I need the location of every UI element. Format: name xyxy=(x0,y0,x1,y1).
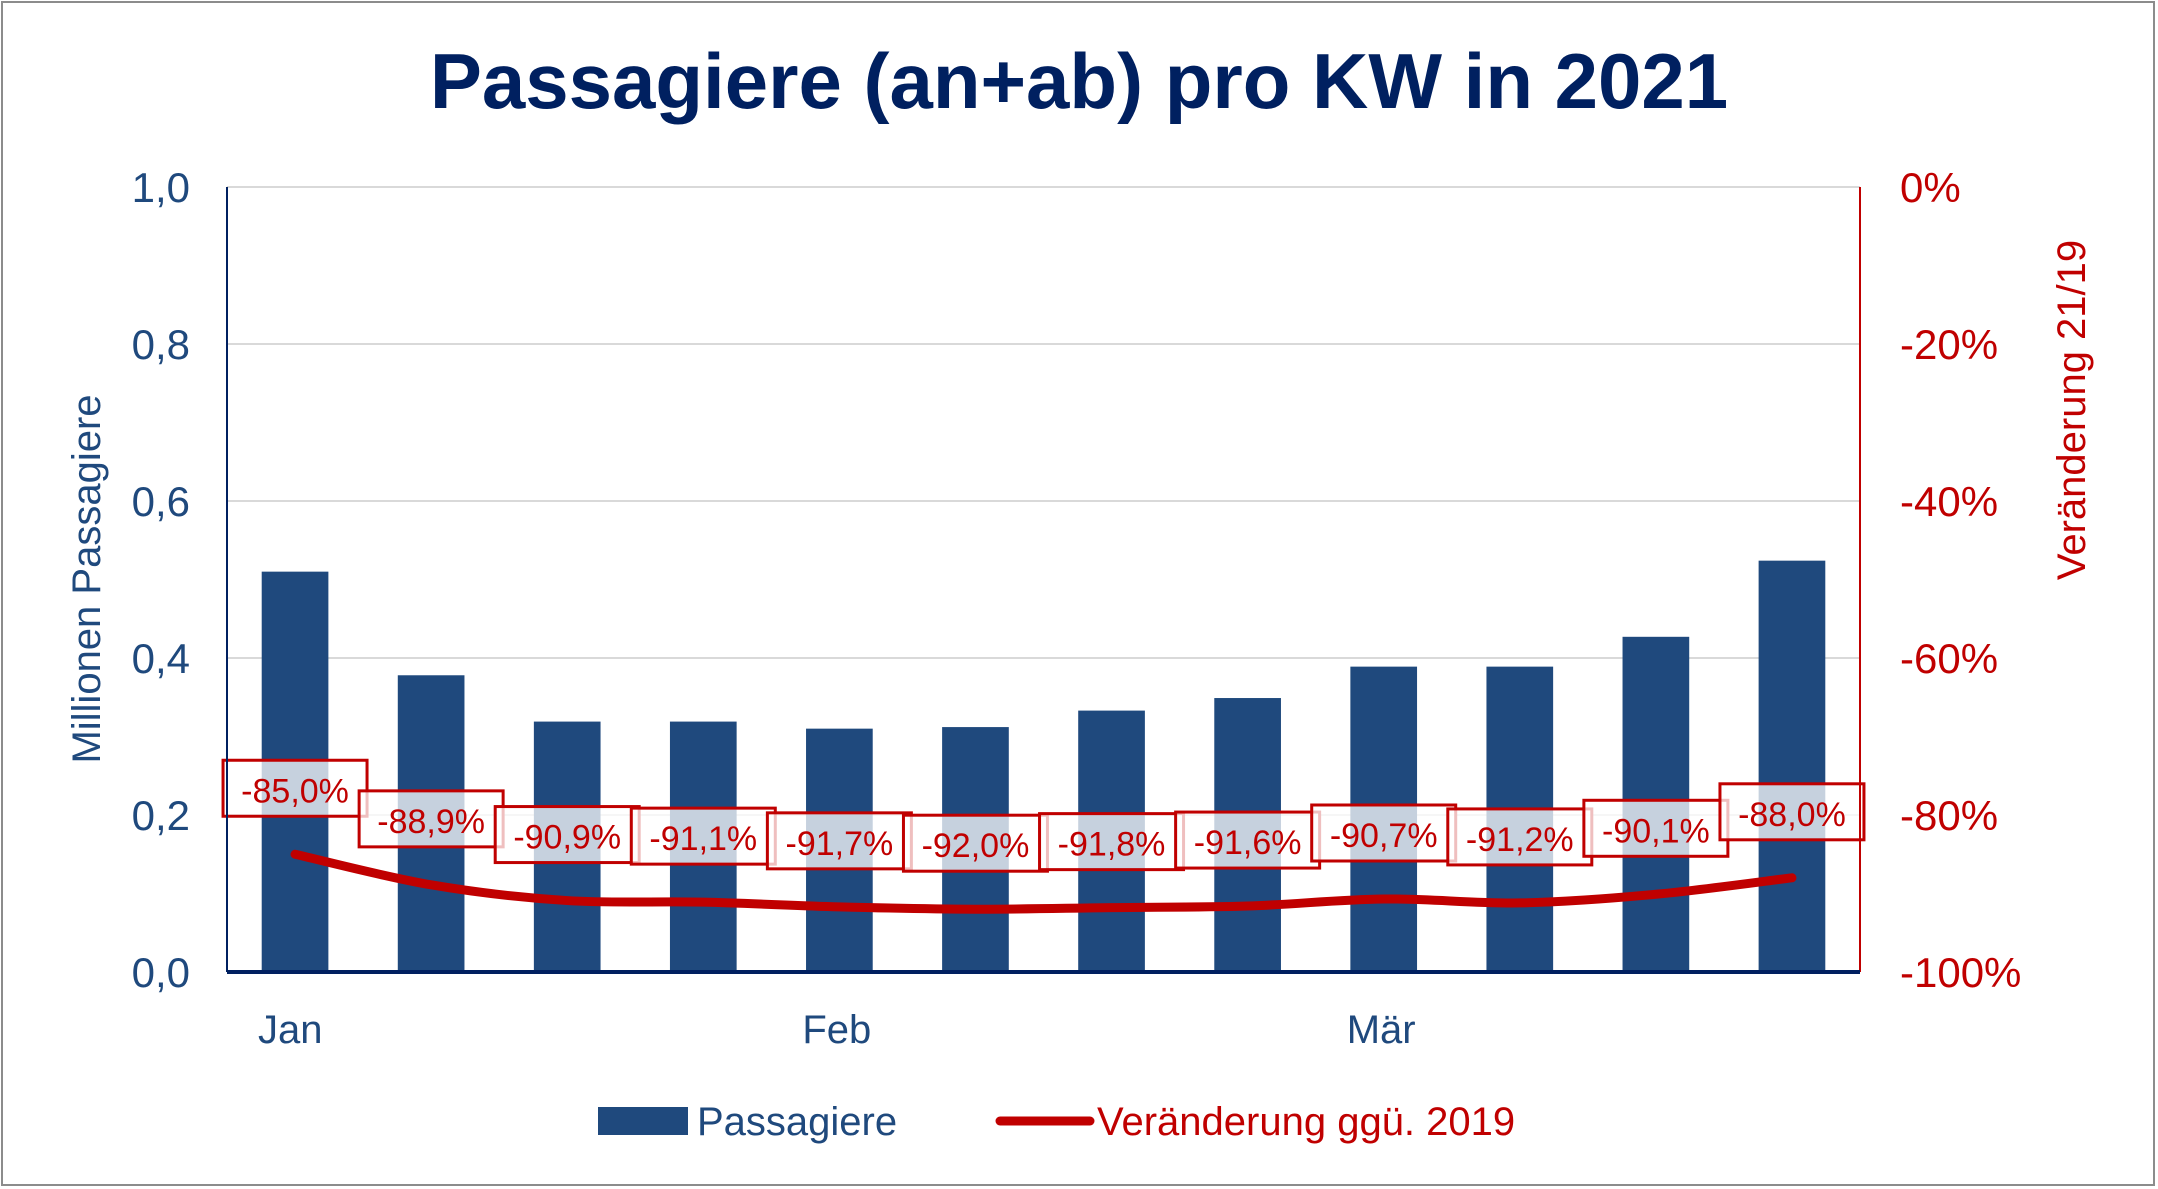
data-label-box xyxy=(629,806,777,866)
data-label: -91,8% xyxy=(1058,826,1166,864)
data-label: -91,7% xyxy=(786,825,894,863)
y2-tick-label: -60% xyxy=(1900,635,1998,682)
y2-tick-label: -80% xyxy=(1900,792,1998,839)
data-label-box xyxy=(1310,803,1458,863)
y2-axis-title: Veränderung 21/19 xyxy=(2050,240,2094,580)
x-tick-label: Mär xyxy=(1347,1008,1416,1052)
y-axis-title: Millionen Passagiere xyxy=(65,394,109,763)
data-label-box xyxy=(1038,812,1186,872)
x-tick-label: Jan xyxy=(258,1008,323,1052)
y-tick-label: 0,2 xyxy=(132,792,190,839)
legend-label-veraenderung: Veränderung ggü. 2019 xyxy=(1097,1100,1515,1144)
data-label: -88,0% xyxy=(1738,796,1846,834)
data-label: -90,1% xyxy=(1602,812,1710,850)
data-label: -92,0% xyxy=(922,827,1030,865)
chart-title: Passagiere (an+ab) pro KW in 2021 xyxy=(430,37,1728,125)
y2-tick-label: -20% xyxy=(1900,321,1998,368)
y-tick-label: 0,6 xyxy=(132,478,190,525)
line-series xyxy=(290,849,1797,914)
data-label-box xyxy=(1446,807,1594,867)
data-label: -91,1% xyxy=(649,820,757,858)
y2-tick-label: -40% xyxy=(1900,478,1998,525)
y2-tick-label: 0% xyxy=(1900,164,1961,211)
data-label: -88,9% xyxy=(377,803,485,841)
x-tick-label: Feb xyxy=(802,1008,871,1052)
data-label: -85,0% xyxy=(241,772,349,810)
y2-tick-label: -100% xyxy=(1900,949,2021,996)
data-label: -90,7% xyxy=(1330,817,1438,855)
y-tick-label: 0,4 xyxy=(132,635,190,682)
y-tick-label: 0,8 xyxy=(132,321,190,368)
y-tick-label: 0,0 xyxy=(132,949,190,996)
data-label-box xyxy=(493,805,641,865)
legend-swatch-passagiere xyxy=(598,1107,688,1135)
data-label-box xyxy=(1582,798,1730,858)
data-label-box xyxy=(1174,810,1322,870)
data-label-box xyxy=(357,789,505,849)
data-label: -91,2% xyxy=(1466,821,1574,859)
bar xyxy=(1758,560,1826,972)
legend: Passagiere Veränderung ggü. 2019 xyxy=(598,1100,1515,1144)
data-label-box xyxy=(1718,782,1866,842)
data-label: -91,6% xyxy=(1194,824,1302,862)
y-tick-label: 1,0 xyxy=(132,164,190,211)
data-label: -90,9% xyxy=(513,819,621,857)
data-label-box xyxy=(221,758,369,818)
legend-label-passagiere: Passagiere xyxy=(697,1100,897,1144)
